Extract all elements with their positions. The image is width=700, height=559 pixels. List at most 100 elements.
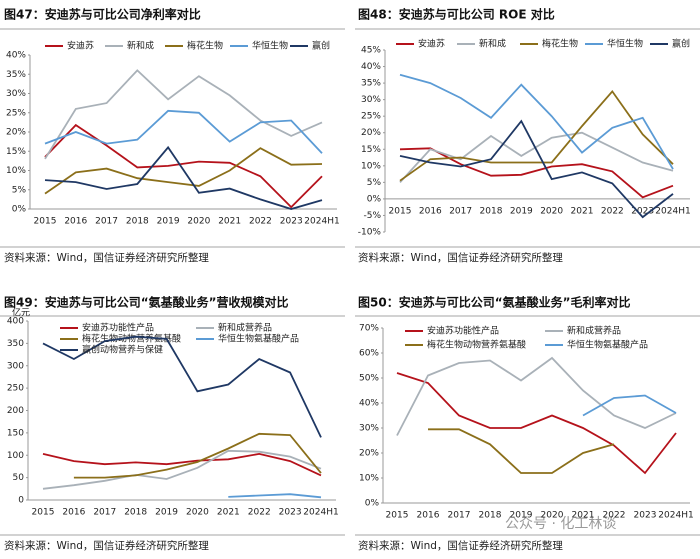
legend-label: 新和成	[127, 40, 154, 52]
legend-label: 安迪苏功能性产品	[82, 322, 154, 334]
x-tick-label: 2021	[571, 206, 594, 216]
x-tick-label: 2022	[248, 508, 271, 518]
x-tick-label: 2022	[249, 217, 272, 227]
y-tick-label: 20%	[359, 449, 379, 459]
legend-label: 新和成	[479, 38, 506, 50]
x-tick-label: 2019	[510, 206, 533, 216]
y-unit: 亿元	[12, 307, 30, 319]
series-line	[73, 432, 322, 479]
legend-label: 赢创动物营养与保健	[82, 344, 163, 356]
y-tick-label: 5%	[12, 185, 27, 195]
y-tick-label: 200	[7, 406, 24, 416]
chart-title: 图48：安迪苏与可比公司 ROE 对比	[358, 7, 555, 22]
x-tick-label: 2019	[157, 217, 180, 227]
series-line	[396, 372, 677, 475]
legend-label: 华恒生物	[607, 38, 643, 50]
y-tick-label: 350	[7, 339, 24, 349]
y-tick-label: 0	[18, 496, 24, 506]
x-tick-label: 2021	[572, 511, 595, 521]
y-tick-label: 45%	[361, 46, 381, 56]
y-tick-label: 100	[7, 451, 24, 461]
x-tick-label: 2023	[279, 508, 302, 518]
y-tick-label: -5%	[363, 211, 381, 221]
series-line	[582, 394, 677, 417]
y-tick-label: 5%	[367, 178, 382, 188]
y-tick-label: 250	[7, 384, 24, 394]
series-line	[44, 147, 323, 195]
x-tick-label: 2023	[634, 511, 657, 521]
x-tick-label: 2022	[603, 511, 626, 521]
x-tick-label: 2024H1	[304, 217, 339, 227]
legend-label: 新和成营养品	[567, 325, 621, 337]
y-tick-label: 25%	[6, 108, 26, 118]
x-tick-label: 2019	[155, 508, 178, 518]
x-tick-label: 2024H1	[658, 511, 693, 521]
chart-title: 图47：安迪苏与可比公司净利率对比	[4, 7, 201, 22]
x-tick-label: 2018	[124, 508, 147, 518]
source: 资料来源：Wind，国信证券经济研究所整理	[4, 539, 209, 552]
x-tick-label: 2019	[510, 511, 533, 521]
legend-label: 赢创	[672, 38, 690, 50]
x-tick-label: 2020	[186, 508, 209, 518]
x-tick-label: 2016	[62, 508, 85, 518]
y-tick-label: 35%	[6, 70, 26, 80]
y-tick-label: 0%	[365, 499, 380, 509]
legend-label: 梅花生物	[542, 38, 578, 50]
x-tick-label: 2017	[93, 508, 116, 518]
y-tick-label: -10%	[358, 228, 382, 238]
legend-label: 赢创	[312, 40, 330, 52]
series-line	[399, 119, 674, 219]
legend-label: 梅花生物动物营养氨基酸	[427, 339, 526, 351]
legend-label: 梅花生物	[187, 40, 223, 52]
x-tick-label: 2017	[449, 206, 472, 216]
y-tick-label: 30%	[359, 424, 379, 434]
legend-label: 安迪苏	[418, 38, 445, 50]
x-tick-label: 2018	[480, 206, 503, 216]
series-line	[42, 452, 322, 477]
y-tick-label: 70%	[359, 324, 379, 334]
y-tick-label: 10%	[6, 166, 26, 176]
series-line	[399, 131, 674, 184]
x-tick-label: 2020	[187, 217, 210, 227]
y-tick-label: 0%	[12, 205, 27, 215]
x-tick-label: 2022	[601, 206, 624, 216]
x-tick-label: 2015	[389, 206, 412, 216]
series-line	[42, 335, 322, 438]
legend-label: 华恒生物	[252, 40, 288, 52]
x-tick-label: 2015	[34, 217, 57, 227]
series-line	[44, 145, 323, 210]
x-tick-label: 2017	[95, 217, 118, 227]
legend-label: 安迪苏功能性产品	[427, 325, 499, 337]
x-tick-label: 2015	[386, 511, 409, 521]
series-line	[44, 69, 323, 160]
y-tick-label: 40%	[359, 399, 379, 409]
watermark: 公众号 · 化工林谈	[505, 516, 616, 532]
x-tick-label: 2021	[217, 508, 240, 518]
series-line	[399, 147, 674, 199]
y-tick-label: 15%	[6, 147, 26, 157]
y-tick-label: 40%	[6, 51, 26, 61]
source: 资料来源：Wind，国信证券经济研究所整理	[358, 251, 563, 264]
x-tick-label: 2024H1	[655, 206, 690, 216]
y-tick-label: 60%	[359, 349, 379, 359]
source: 资料来源：Wind，国信证券经济研究所整理	[358, 539, 563, 552]
y-tick-label: 150	[7, 428, 24, 438]
y-tick-label: 40%	[361, 62, 381, 72]
y-tick-label: 30%	[6, 89, 26, 99]
y-tick-label: 20%	[6, 128, 26, 138]
y-tick-label: 10%	[361, 161, 381, 171]
legend-label: 华恒生物氨基酸产品	[567, 339, 648, 351]
source: 资料来源：Wind，国信证券经济研究所整理	[4, 251, 209, 264]
x-tick-label: 2021	[218, 217, 241, 227]
series-line	[399, 73, 674, 170]
y-tick-label: 20%	[361, 128, 381, 138]
series-line	[42, 449, 322, 490]
y-tick-label: 15%	[361, 145, 381, 155]
x-tick-label: 2017	[448, 511, 471, 521]
series-line	[44, 123, 323, 209]
x-tick-label: 2018	[479, 511, 502, 521]
series-line	[399, 89, 674, 182]
chart-title: 图50：安迪苏与可比公司“氨基酸业务”毛利率对比	[358, 295, 630, 310]
x-tick-label: 2024H1	[303, 508, 338, 518]
